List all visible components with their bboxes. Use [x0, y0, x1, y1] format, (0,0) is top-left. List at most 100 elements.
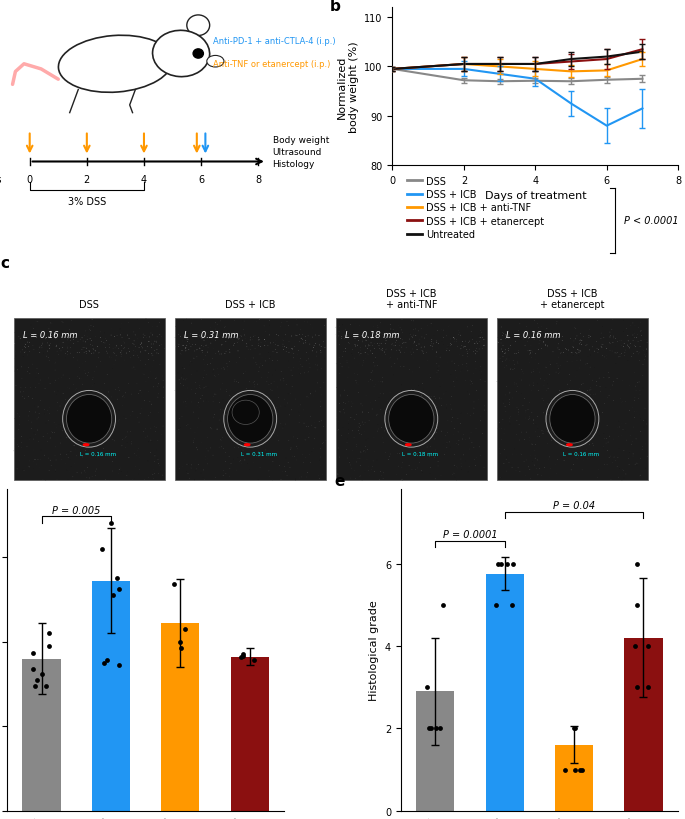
Point — [300, 451, 311, 464]
Point — [527, 356, 538, 369]
Point — [405, 328, 416, 342]
Point — [414, 338, 425, 351]
Point — [84, 418, 95, 431]
Point — [408, 443, 419, 456]
Point — [89, 365, 100, 378]
Point — [195, 392, 206, 405]
Point — [151, 452, 162, 465]
Point — [128, 350, 139, 363]
Point — [521, 454, 532, 467]
Point — [247, 334, 258, 347]
Point — [342, 390, 353, 403]
Point — [511, 428, 522, 441]
Point — [385, 448, 396, 461]
Point — [251, 315, 262, 328]
Point — [42, 345, 53, 358]
Point — [195, 382, 206, 396]
Text: L = 0.31 mm: L = 0.31 mm — [184, 330, 238, 339]
Point — [145, 341, 156, 354]
Point — [55, 345, 66, 358]
Point — [43, 323, 54, 336]
Point — [562, 378, 573, 391]
Point — [151, 320, 162, 333]
Point — [213, 369, 224, 382]
Point — [599, 371, 610, 384]
Point — [543, 409, 553, 422]
Point — [319, 376, 329, 389]
Point — [432, 455, 443, 468]
Point — [175, 378, 186, 391]
Point — [370, 354, 381, 367]
Point — [188, 406, 199, 419]
Point — [543, 400, 554, 414]
Point — [279, 331, 290, 344]
Point — [523, 414, 534, 427]
Point — [507, 345, 518, 358]
Point — [158, 420, 169, 433]
Point — [619, 337, 630, 351]
Point — [584, 434, 595, 447]
Point — [599, 383, 610, 396]
Point — [450, 364, 461, 378]
Point — [358, 445, 369, 458]
Point — [456, 340, 467, 353]
Point — [605, 321, 616, 334]
Point — [64, 330, 75, 343]
Point — [55, 397, 66, 410]
Point — [525, 473, 536, 486]
Point — [281, 342, 292, 355]
Point — [32, 673, 42, 686]
Point — [247, 339, 258, 352]
Point — [510, 378, 521, 391]
Point — [343, 428, 354, 441]
Point — [394, 344, 405, 357]
Point — [214, 383, 225, 396]
Point — [138, 328, 149, 342]
Point — [441, 446, 452, 459]
Point — [263, 337, 274, 350]
Point — [360, 441, 371, 454]
Point — [283, 319, 294, 333]
Point — [391, 345, 402, 358]
Point — [384, 438, 395, 451]
Point — [277, 373, 288, 386]
Point — [347, 350, 358, 363]
Point — [270, 364, 281, 378]
Point — [443, 339, 453, 352]
Point — [453, 439, 464, 452]
Point — [507, 461, 518, 474]
Point — [86, 315, 97, 328]
Point — [34, 378, 45, 391]
Point — [364, 469, 375, 482]
Point — [529, 333, 540, 346]
Point — [180, 342, 191, 355]
Point — [137, 342, 148, 355]
Point — [305, 388, 316, 401]
Point — [206, 441, 216, 455]
Point — [340, 397, 351, 410]
Point — [87, 373, 98, 387]
Point — [15, 346, 26, 359]
Point — [291, 329, 302, 342]
Point — [229, 328, 240, 341]
Point — [228, 437, 239, 450]
Point — [406, 348, 417, 361]
Point — [475, 338, 486, 351]
Point — [99, 327, 110, 340]
Point — [179, 363, 190, 376]
Point — [547, 414, 558, 428]
Text: L = 0.16 mm: L = 0.16 mm — [563, 451, 599, 457]
Point — [417, 378, 428, 391]
Point — [447, 403, 458, 416]
Point — [524, 379, 535, 392]
Point — [213, 346, 224, 359]
Point — [569, 763, 580, 776]
Point — [353, 420, 364, 433]
Point — [476, 366, 487, 379]
Point — [590, 397, 601, 410]
Point — [243, 423, 254, 437]
Point — [300, 331, 311, 344]
Point — [471, 337, 482, 351]
Point — [432, 423, 443, 436]
Point — [143, 354, 154, 367]
